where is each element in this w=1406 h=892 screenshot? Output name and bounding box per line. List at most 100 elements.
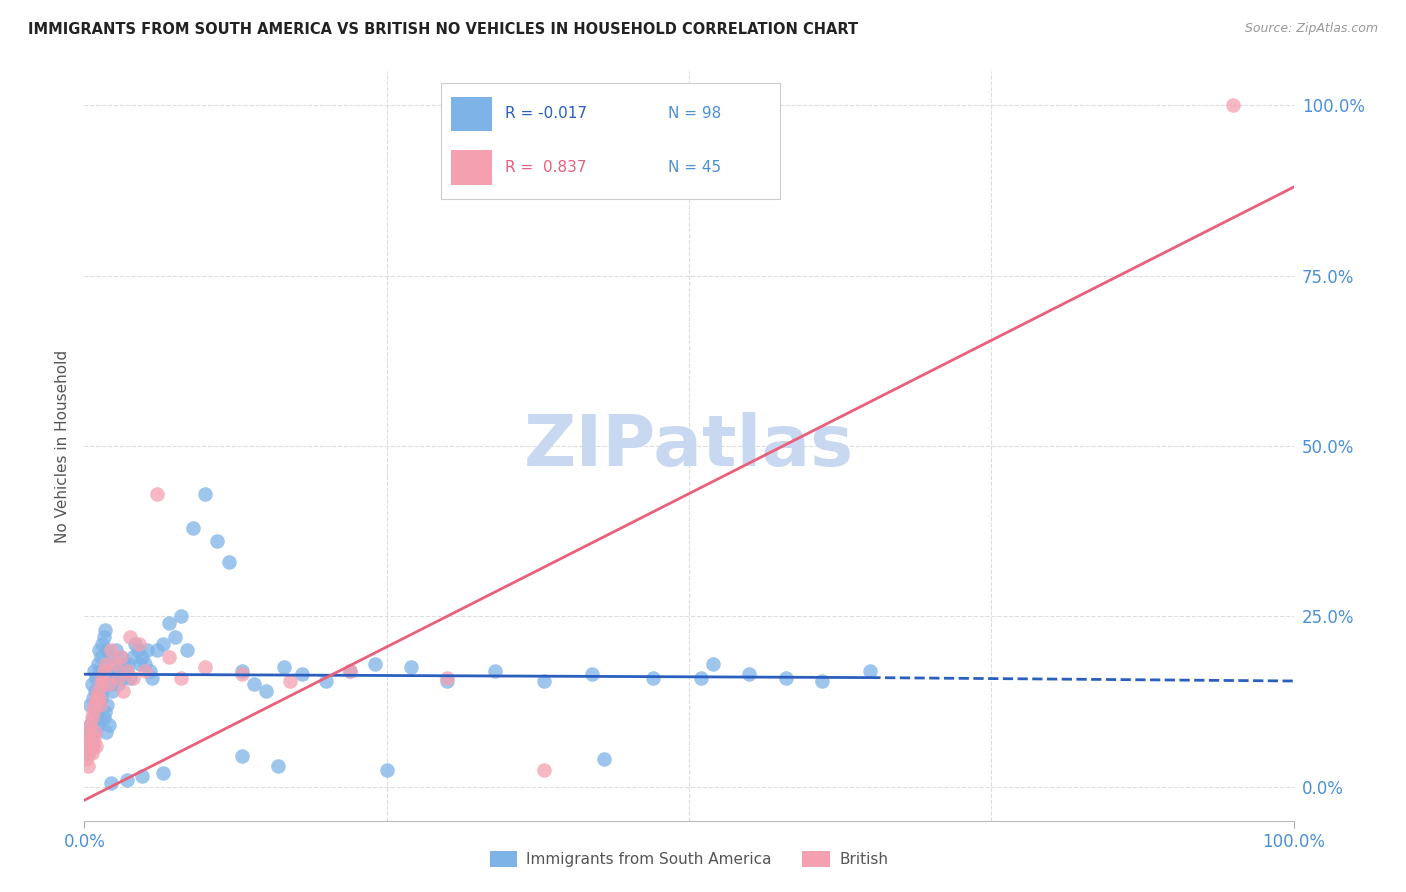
Point [90,677,112,691]
Point [533,673,555,688]
Point [76,739,98,753]
Point [77,725,100,739]
Point [86,684,108,698]
Point [134,657,156,671]
Point [94,725,117,739]
Point [96,664,118,678]
Point [80,711,103,725]
Point [82,711,104,725]
Point [87,643,110,657]
Point [86,739,108,753]
Point [94,623,117,637]
Point [82,705,104,719]
Point [146,486,169,500]
Point [86,691,108,706]
Point [105,664,128,678]
Point [91,636,114,650]
Point [291,667,314,681]
Point [86,657,108,671]
Point [170,671,193,685]
Point [80,746,103,760]
Point [84,684,107,698]
Point [181,521,204,535]
Point [165,630,187,644]
Point [90,691,112,706]
Point [363,657,385,671]
Point [315,673,337,688]
Point [115,772,138,787]
Point [83,718,105,732]
Point [131,650,153,665]
Point [76,746,98,760]
Point [83,664,105,678]
Point [641,671,664,685]
Point [254,684,277,698]
Point [115,664,138,678]
Point [375,763,398,777]
Point [117,657,139,671]
Point [129,657,152,671]
Y-axis label: No Vehicles in Household: No Vehicles in Household [55,350,70,542]
Point [80,731,103,746]
Point [110,650,132,665]
Point [436,671,458,685]
Point [89,711,111,725]
Point [82,739,104,753]
Point [87,698,110,712]
Point [738,667,761,681]
Point [121,650,143,665]
Point [242,677,264,691]
Point [593,752,616,766]
Point [93,630,115,644]
Point [107,677,129,691]
Point [97,650,120,665]
Point [77,731,100,746]
Point [101,684,124,698]
Point [157,616,180,631]
Point [100,677,122,691]
Point [77,725,100,739]
Point [100,643,122,657]
Text: Source: ZipAtlas.com: Source: ZipAtlas.com [1244,22,1378,36]
Point [84,725,107,739]
Point [80,677,103,691]
Point [138,664,160,678]
Point [581,667,603,681]
Point [89,664,111,678]
Point [94,643,117,657]
Point [859,664,882,678]
Point [86,705,108,719]
Point [207,534,229,549]
Point [690,671,713,685]
Point [77,739,100,753]
Point [90,650,112,665]
Point [176,643,198,657]
Point [110,650,132,665]
Point [170,609,193,624]
Point [100,776,122,790]
Point [86,718,108,732]
Point [97,677,120,691]
Point [112,671,135,685]
Point [115,664,138,678]
Point [104,671,127,685]
Point [128,636,150,650]
Text: IMMIGRANTS FROM SOUTH AMERICA VS BRITISH NO VEHICLES IN HOUSEHOLD CORRELATION CH: IMMIGRANTS FROM SOUTH AMERICA VS BRITISH… [28,22,858,37]
Point [104,657,127,671]
Point [84,725,107,739]
Point [436,673,458,688]
Point [484,664,506,678]
Point [94,705,117,719]
Point [120,671,142,685]
Point [79,739,101,753]
Point [87,691,110,706]
Point [77,759,100,773]
Point [134,664,156,678]
Point [97,718,120,732]
Point [152,636,174,650]
Point [112,684,135,698]
Point [91,671,114,685]
Point [104,643,127,657]
Point [124,636,146,650]
Point [83,698,105,712]
